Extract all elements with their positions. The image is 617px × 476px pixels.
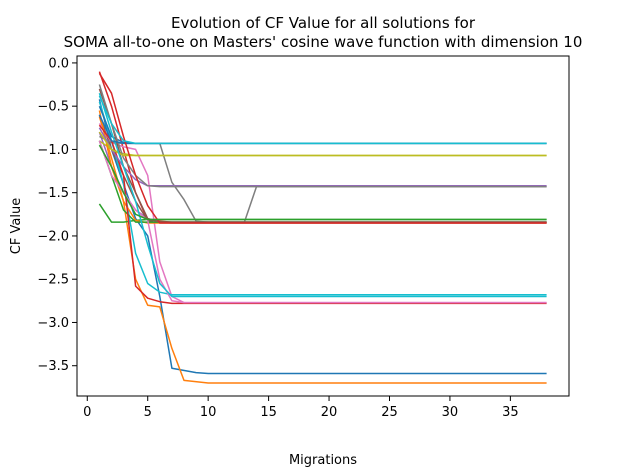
series-line-22 [98, 72, 547, 224]
series-line-6 [98, 114, 547, 223]
x-axis-label: Migrations [289, 453, 357, 468]
y-tick-label: −3.0 [37, 316, 69, 331]
plot-frame [76, 55, 570, 397]
series-line-15 [98, 127, 547, 187]
y-axis-label: CF Value [9, 198, 24, 254]
series-line-17 [98, 140, 547, 304]
chart-subtitle: SOMA all-to-one on Masters' cosine wave … [64, 33, 583, 51]
x-axis: 0 5 10 15 20 25 30 35 [83, 396, 519, 420]
series-line-5 [98, 131, 547, 224]
series-line-8 [99, 135, 547, 223]
y-tick-label: −2.0 [37, 229, 69, 244]
series-line-19 [98, 131, 547, 157]
series-layer [98, 71, 547, 384]
series-line-21 [98, 114, 547, 145]
series-line-24 [98, 95, 547, 145]
series-line-18 [98, 84, 547, 188]
x-tick-label: 15 [260, 405, 277, 420]
x-tick-label: 10 [200, 405, 217, 420]
x-tick-label: 35 [502, 405, 519, 420]
y-tick-label: −1.5 [37, 186, 69, 201]
series-line-10 [98, 101, 547, 296]
series-line-23 [98, 144, 547, 221]
y-tick-label: −0.5 [37, 100, 69, 115]
series-line-11 [98, 105, 547, 145]
series-line-14 [98, 124, 547, 305]
x-tick-label: 20 [321, 405, 338, 420]
y-tick-label: 0.0 [48, 56, 69, 71]
series-line-13 [98, 140, 547, 223]
x-tick-label: 30 [442, 405, 459, 420]
x-tick-label: 0 [83, 405, 91, 420]
y-axis: 0.0 −0.5 −1.0 −1.5 −2.0 −2.5 −3.0 −3.5 [37, 56, 77, 374]
series-line-20 [98, 92, 547, 298]
y-tick-label: −2.5 [37, 273, 69, 288]
x-tick-label: 5 [144, 405, 152, 420]
chart-title: Evolution of CF Value for all solutions … [171, 14, 476, 32]
series-line-4 [98, 71, 547, 223]
y-tick-label: −1.0 [37, 143, 69, 158]
y-tick-label: −3.5 [37, 359, 69, 374]
series-line-7 [98, 123, 547, 304]
x-tick-label: 25 [381, 405, 398, 420]
series-line-2 [98, 116, 547, 384]
